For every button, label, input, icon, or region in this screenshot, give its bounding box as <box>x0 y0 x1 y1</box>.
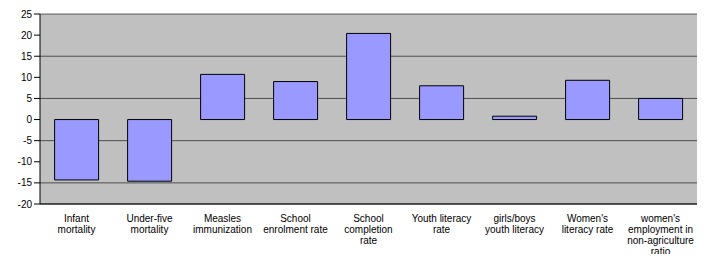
svg-text:Schoolenrolment rate: Schoolenrolment rate <box>263 213 328 235</box>
svg-text:-5: -5 <box>23 135 32 146</box>
svg-text:5: 5 <box>26 93 32 104</box>
svg-text:Schoolcompletionrate: Schoolcompletionrate <box>344 213 392 246</box>
svg-text:Under-fivemortality: Under-fivemortality <box>126 213 173 235</box>
svg-text:Infantmortality: Infantmortality <box>58 213 96 235</box>
svg-text:girls/boysyouth literacy: girls/boysyouth literacy <box>485 213 544 235</box>
svg-text:women'semployment innon-agricu: women'semployment innon-agricultureratio <box>627 213 694 254</box>
svg-text:Measlesimmunization: Measlesimmunization <box>193 213 252 235</box>
svg-text:10: 10 <box>21 72 33 83</box>
svg-text:-15: -15 <box>18 177 33 188</box>
svg-text:-20: -20 <box>18 199 33 210</box>
svg-text:Women'sliteracy rate: Women'sliteracy rate <box>562 213 614 235</box>
svg-text:25: 25 <box>21 9 33 20</box>
svg-text:15: 15 <box>21 51 33 62</box>
svg-text:Youth literacyrate: Youth literacyrate <box>412 213 472 235</box>
svg-text:0: 0 <box>26 114 32 125</box>
svg-text:-10: -10 <box>18 156 33 167</box>
svg-text:20: 20 <box>21 30 33 41</box>
